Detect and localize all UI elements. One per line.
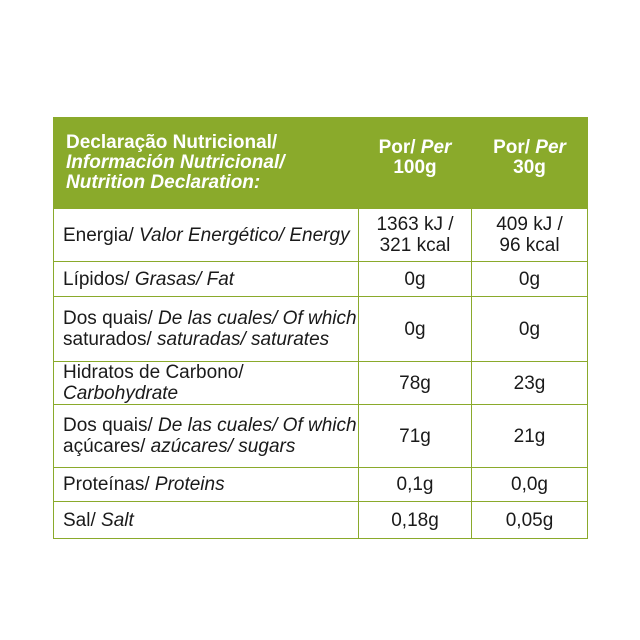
energy-per-30g: 409 kJ / 96 kcal	[471, 208, 588, 262]
row-energy: Energia/ Valor Energético/ Energy 1363 k…	[53, 208, 588, 262]
row-salt: Sal/ Salt 0,18g 0,05g	[53, 501, 588, 539]
title-en: Nutrition Declaration:	[66, 171, 261, 193]
row-carbohydrate: Hidratos de Carbono/ Carbohydrate 78g 23…	[53, 361, 588, 405]
lipids-label-pt: Lípidos/	[63, 268, 135, 290]
header-per-100g: Por/ Per 100g	[358, 117, 472, 209]
sugars-line1-es-en: De las cuales/ Of which	[158, 415, 357, 436]
lipids-per-100g: 0g	[358, 261, 472, 297]
energy-30g-kj: 409 kJ /	[496, 214, 563, 235]
protein-label: Proteínas/ Proteins	[53, 467, 359, 502]
sugars-line2-es-en: azúcares/ sugars	[150, 436, 296, 457]
header-row: Declaração Nutricional/ Información Nutr…	[53, 117, 588, 209]
sugars-per-100g: 71g	[358, 404, 472, 468]
row-protein: Proteínas/ Proteins 0,1g 0,0g	[53, 467, 588, 502]
saturates-line2-pt: saturados/	[63, 329, 157, 350]
protein-label-en: Proteins	[154, 474, 225, 495]
energy-100g-kj: 1363 kJ /	[376, 214, 454, 235]
col2-per: Per	[535, 136, 566, 158]
lipids-label-es-en: Grasas/ Fat	[134, 268, 235, 290]
sugars-per-30g: 21g	[471, 404, 588, 468]
salt-label-pt: Sal/	[63, 509, 102, 531]
lipids-per-30g: 0g	[471, 261, 588, 297]
row-lipids: Lípidos/ Grasas/ Fat 0g 0g	[53, 261, 588, 297]
carbohydrate-per-30g: 23g	[471, 361, 588, 405]
saturates-label: Dos quais/ De las cuales/ Of which satur…	[53, 296, 359, 362]
carbohydrate-label: Hidratos de Carbono/ Carbohydrate	[53, 361, 359, 405]
sugars-line2-pt: açúcares/	[63, 436, 151, 457]
salt-label-en: Salt	[101, 509, 134, 531]
nutrition-table: Declaração Nutricional/ Información Nutr…	[53, 117, 588, 539]
energy-label-pt: Energia/	[63, 224, 140, 246]
energy-30g-kcal: 96 kcal	[499, 235, 560, 256]
energy-label-es-en: Valor Energético/ Energy	[139, 224, 350, 246]
saturates-per-30g: 0g	[471, 296, 588, 362]
sugars-line1-pt: Dos quais/	[63, 415, 159, 436]
col2-amount: 30g	[513, 156, 546, 178]
row-sugars: Dos quais/ De las cuales/ Of which açúca…	[53, 404, 588, 468]
protein-per-30g: 0,0g	[471, 467, 588, 502]
salt-per-100g: 0,18g	[358, 501, 472, 539]
protein-per-100g: 0,1g	[358, 467, 472, 502]
energy-label: Energia/ Valor Energético/ Energy	[53, 208, 359, 262]
row-saturates: Dos quais/ De las cuales/ Of which satur…	[53, 296, 588, 362]
salt-per-30g: 0,05g	[471, 501, 588, 539]
col1-amount: 100g	[393, 156, 437, 178]
protein-label-pt: Proteínas/	[63, 474, 155, 495]
saturates-line2-es-en: saturadas/ saturates	[157, 329, 330, 350]
title-es: Información Nutricional/	[66, 151, 285, 173]
col1-per: Per	[420, 136, 452, 158]
saturates-line1-es-en: De las cuales/ Of which	[158, 308, 357, 329]
title-pt: Declaração Nutricional/	[66, 131, 278, 153]
col2-por: Por/	[493, 136, 536, 158]
saturates-line1-pt: Dos quais/	[63, 308, 159, 329]
header-title: Declaração Nutricional/ Información Nutr…	[53, 117, 359, 209]
energy-per-100g: 1363 kJ / 321 kcal	[358, 208, 472, 262]
carbohydrate-label-pt: Hidratos de Carbono/	[63, 362, 244, 383]
energy-100g-kcal: 321 kcal	[379, 235, 451, 256]
salt-label: Sal/ Salt	[53, 501, 359, 539]
carbohydrate-label-en: Carbohydrate	[63, 383, 179, 404]
col1-por: Por/	[378, 136, 421, 158]
header-per-30g: Por/ Per 30g	[471, 117, 588, 209]
carbohydrate-per-100g: 78g	[358, 361, 472, 405]
saturates-per-100g: 0g	[358, 296, 472, 362]
lipids-label: Lípidos/ Grasas/ Fat	[53, 261, 359, 297]
sugars-label: Dos quais/ De las cuales/ Of which açúca…	[53, 404, 359, 468]
